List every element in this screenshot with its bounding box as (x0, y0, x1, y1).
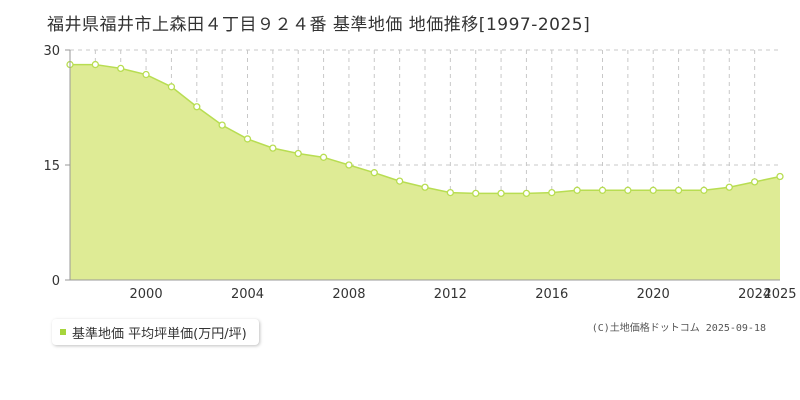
data-point (573, 186, 581, 194)
data-point (750, 178, 759, 186)
data-point (446, 188, 455, 197)
copyright: (C)土地価格ドットコム 2025-09-18 (591, 323, 766, 334)
data-point (269, 144, 277, 152)
data-point (294, 149, 302, 158)
data-point (345, 161, 353, 169)
x-tick-label: 2020 (637, 287, 670, 302)
x-tick-label: 2016 (535, 287, 568, 302)
x-tick-label: 2008 (332, 287, 365, 302)
data-point (548, 188, 556, 197)
y-tick-label: 30 (43, 44, 60, 59)
chart-title: 福井県福井市上森田４丁目９２４番 基準地価 地価推移[1997-2025] (47, 15, 591, 35)
data-point (725, 183, 733, 191)
data-point (497, 189, 505, 198)
data-point (142, 70, 150, 79)
x-tick-label: 2004 (231, 287, 264, 302)
data-point (674, 186, 683, 194)
data-point (370, 169, 378, 177)
data-point (649, 186, 657, 194)
y-tick-label: 15 (43, 159, 60, 174)
legend-label: 基準地価 平均坪単価(万円/坪) (72, 326, 247, 342)
legend: 基準地価 平均坪単価(万円/坪) (52, 319, 259, 345)
data-point (700, 186, 708, 194)
x-tick-label: 2012 (434, 287, 467, 302)
data-point (218, 121, 226, 129)
x-tick-label: 2024 (738, 287, 771, 302)
area-fill (70, 64, 780, 280)
data-point (243, 135, 252, 143)
data-point (624, 186, 632, 194)
data-point (598, 186, 607, 194)
data-point (167, 83, 176, 91)
data-point (395, 177, 404, 185)
data-point (522, 189, 531, 198)
data-point (91, 60, 100, 69)
y-tick-label: 0 (52, 274, 60, 289)
data-point (776, 172, 784, 181)
x-tick-label: 2000 (130, 287, 163, 302)
data-point (319, 153, 328, 161)
data-point (193, 103, 201, 111)
data-markers (66, 60, 784, 198)
data-point (117, 64, 125, 73)
x-tick-label: 2025 (763, 287, 796, 302)
data-point (421, 183, 429, 191)
legend-swatch (60, 329, 66, 335)
data-point (472, 189, 480, 198)
